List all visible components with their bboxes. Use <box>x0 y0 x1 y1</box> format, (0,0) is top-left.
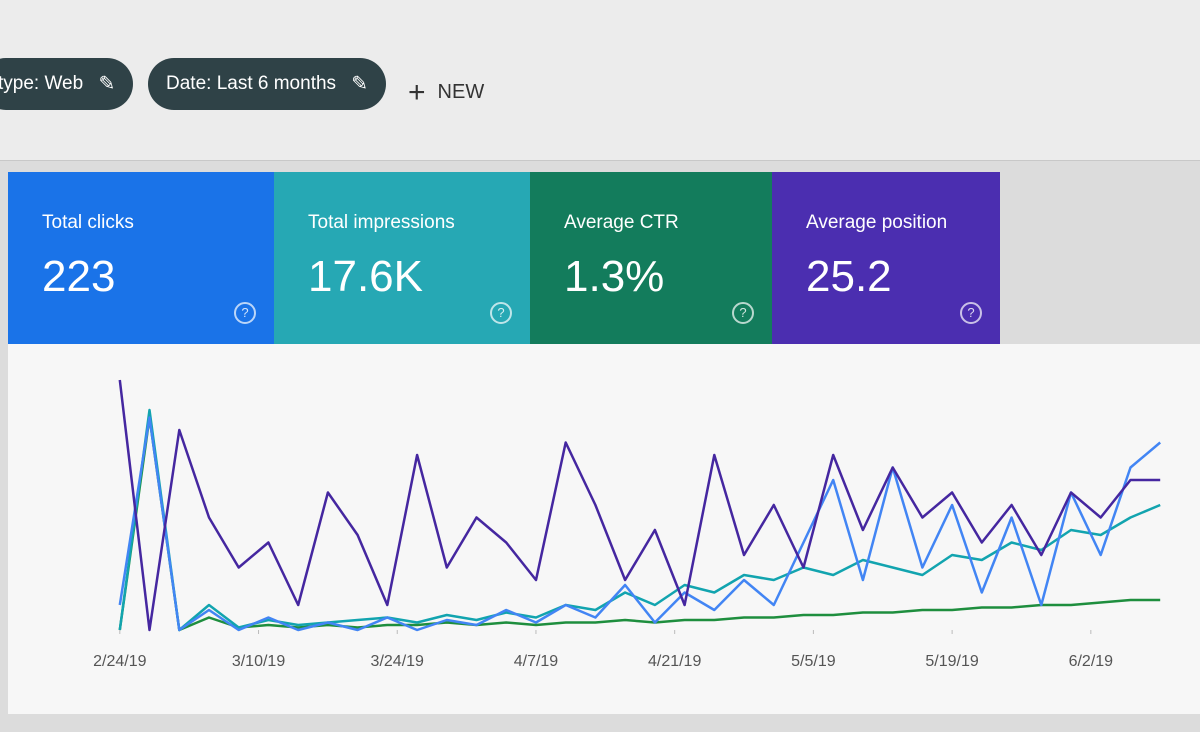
x-tick-label: 3/10/19 <box>232 653 285 670</box>
x-tick-label: 4/21/19 <box>648 653 701 670</box>
new-button[interactable]: + NEW <box>408 76 485 109</box>
help-icon[interactable]: ? <box>960 302 982 324</box>
metric-card[interactable]: Total impressions 17.6K ? <box>274 172 530 344</box>
metric-card[interactable]: Total clicks 223 ? <box>8 172 274 344</box>
x-tick-label: 5/5/19 <box>791 653 836 670</box>
toolbar: type: Web Date: Last 6 months +NEW <box>0 0 1200 161</box>
metric-card[interactable]: Average CTR 1.3% ? <box>530 172 772 344</box>
filter-chip[interactable]: type: Web <box>0 58 134 110</box>
new-label: NEW <box>437 81 485 103</box>
series-line <box>118 416 1162 632</box>
x-tick-label: 2/24/19 <box>93 653 146 670</box>
help-icon[interactable]: ? <box>234 302 256 324</box>
help-icon[interactable]: ? <box>490 302 512 324</box>
x-tick-label: 5/19/19 <box>925 653 978 670</box>
metric-label: Total clicks <box>42 212 134 233</box>
x-tick-label: 6/2/19 <box>1069 653 1114 670</box>
series-line <box>118 379 1161 632</box>
x-tick-label: 3/24/19 <box>371 653 424 670</box>
metric-label: Average CTR <box>564 212 679 233</box>
help-icon[interactable]: ? <box>732 302 754 324</box>
metric-label: Average position <box>806 212 948 233</box>
filter-chip[interactable]: Date: Last 6 months <box>148 58 387 110</box>
metric-value: 17.6K <box>308 252 423 301</box>
metric-card[interactable]: Average position 25.2 ? <box>772 172 1000 344</box>
metric-label: Total impressions <box>308 212 455 233</box>
metric-value: 1.3% <box>564 252 665 301</box>
series-line <box>118 408 1161 632</box>
x-tick-label: 4/7/19 <box>514 653 559 670</box>
metric-value: 223 <box>42 252 116 301</box>
metric-value: 25.2 <box>806 252 892 301</box>
